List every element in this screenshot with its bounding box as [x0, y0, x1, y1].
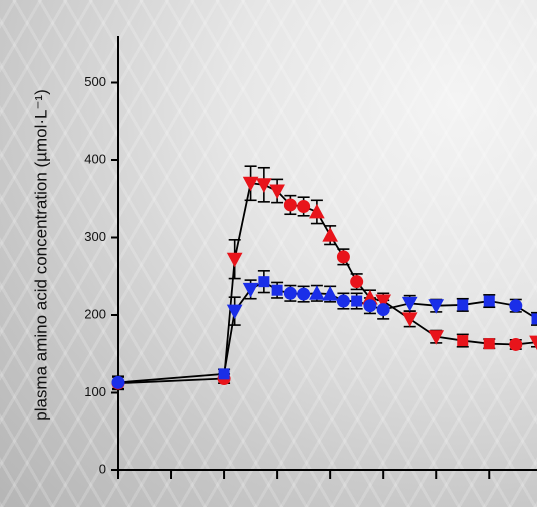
- marker: [363, 299, 377, 313]
- marker: [428, 330, 445, 345]
- marker: [336, 250, 350, 264]
- marker: [483, 295, 495, 307]
- marker: [111, 375, 125, 389]
- marker: [457, 299, 469, 311]
- marker: [375, 294, 392, 310]
- series-line: [117, 182, 537, 385]
- marker: [350, 275, 364, 289]
- marker: [309, 285, 325, 300]
- marker: [242, 176, 259, 192]
- marker: [457, 335, 469, 347]
- marker: [283, 286, 297, 300]
- marker: [242, 282, 259, 298]
- y-tick-label: 200: [84, 306, 106, 321]
- y-tick-label: 0: [99, 461, 106, 476]
- marker: [376, 303, 390, 317]
- marker: [218, 368, 230, 380]
- error-bar: [531, 311, 537, 326]
- marker: [509, 299, 523, 313]
- marker: [258, 276, 270, 288]
- marker: [322, 286, 338, 301]
- marker: [226, 304, 243, 320]
- marker: [226, 252, 243, 268]
- marker: [401, 312, 418, 327]
- marker: [509, 337, 523, 351]
- marker: [529, 335, 537, 351]
- marker: [401, 296, 418, 312]
- marker: [297, 287, 311, 301]
- marker: [271, 284, 283, 296]
- marker: [322, 227, 338, 242]
- marker: [309, 203, 325, 219]
- y-tick-label: 400: [84, 151, 106, 166]
- marker: [336, 294, 350, 308]
- y-tick-label: 300: [84, 229, 106, 244]
- marker: [428, 299, 445, 314]
- marker: [351, 295, 363, 307]
- y-tick-label: 500: [84, 74, 106, 89]
- marker: [256, 178, 272, 193]
- y-tick-label: 100: [84, 384, 106, 399]
- marker: [483, 338, 495, 350]
- marker: [283, 198, 297, 212]
- y-axis-label: plasma amino acid concentration (µmol·L⁻…: [31, 89, 50, 421]
- marker: [531, 313, 537, 325]
- marker: [269, 184, 285, 200]
- marker: [297, 200, 311, 213]
